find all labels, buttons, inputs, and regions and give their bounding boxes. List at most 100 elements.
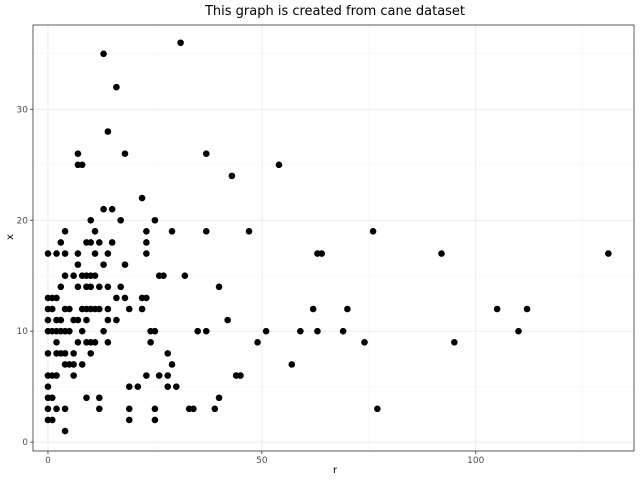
data-point (104, 283, 112, 291)
data-point (108, 239, 116, 246)
data-point (125, 405, 133, 413)
data-point (108, 205, 116, 213)
data-point (87, 350, 95, 357)
data-point (96, 239, 103, 246)
data-point (151, 416, 159, 424)
data-point (100, 261, 107, 268)
data-point (202, 327, 210, 335)
data-point (125, 305, 133, 313)
data-point (66, 305, 73, 313)
data-point (78, 361, 86, 368)
data-point (523, 305, 531, 313)
data-point (117, 283, 124, 291)
x-axis-label: r (333, 465, 338, 476)
data-point (125, 383, 133, 390)
data-point (96, 283, 103, 291)
data-point (57, 239, 65, 246)
data-point (168, 361, 176, 368)
data-point (74, 283, 82, 291)
data-point (211, 405, 219, 413)
y-tick-label: 30 (17, 105, 29, 115)
data-point (57, 316, 65, 324)
data-point (224, 316, 231, 324)
data-point (96, 405, 103, 413)
panel-border (32, 24, 635, 452)
data-point (61, 405, 69, 413)
data-point (493, 305, 501, 313)
data-point (44, 383, 52, 390)
data-point (215, 283, 223, 291)
data-point (91, 338, 99, 346)
data-point (70, 361, 77, 368)
data-point (121, 261, 129, 268)
data-point (48, 305, 56, 313)
data-point (134, 383, 142, 390)
data-point (254, 338, 261, 346)
data-point (117, 216, 124, 224)
data-point (160, 272, 167, 280)
data-point (83, 394, 90, 402)
x-tick-label: 50 (256, 456, 268, 466)
data-point (181, 272, 189, 280)
data-point (78, 327, 86, 335)
data-point (374, 405, 381, 413)
x-tick-label: 100 (467, 456, 484, 466)
data-point (125, 416, 133, 424)
data-point (113, 316, 120, 324)
data-point (143, 228, 150, 235)
data-point (113, 83, 120, 91)
data-point (318, 250, 326, 257)
grid-lines (33, 25, 634, 451)
data-point (168, 228, 176, 235)
data-point (138, 194, 146, 202)
data-point (151, 405, 159, 413)
data-point (44, 316, 52, 324)
data-point (104, 128, 112, 135)
data-point (91, 272, 99, 280)
data-point (147, 338, 154, 346)
data-point (44, 405, 52, 413)
data-point (74, 250, 82, 257)
data-point (48, 394, 56, 402)
data-point (151, 216, 159, 224)
data-point (215, 394, 223, 402)
x-tick-label: 0 (45, 456, 51, 466)
data-point (369, 228, 377, 235)
data-point (100, 205, 107, 213)
data-point (74, 316, 82, 324)
data-point (44, 250, 52, 257)
data-point (104, 250, 112, 257)
y-tick-label: 0 (22, 438, 28, 448)
data-point (87, 216, 95, 224)
data-point (309, 305, 317, 313)
data-point (70, 350, 77, 357)
y-axis-label: x (5, 234, 16, 240)
data-point (361, 338, 368, 346)
data-point (143, 372, 150, 379)
data-point (100, 327, 107, 335)
data-point (121, 294, 129, 302)
data-point (74, 261, 82, 268)
data-point (173, 383, 180, 390)
data-point (61, 250, 69, 257)
data-point (177, 39, 184, 47)
data-point (344, 305, 351, 313)
data-point (262, 327, 270, 335)
y-tick-label: 10 (17, 327, 29, 337)
y-tick-label: 20 (17, 216, 29, 226)
data-point (70, 272, 77, 280)
data-point (143, 250, 150, 257)
axis-ticks: 0 50 100 0 10 20 30 (17, 105, 485, 466)
data-point (53, 250, 60, 257)
data-point (237, 372, 244, 379)
data-point (143, 294, 150, 302)
data-point (164, 350, 172, 357)
data-point (53, 338, 60, 346)
data-point (451, 338, 458, 346)
data-point (96, 305, 103, 313)
data-point (53, 405, 60, 413)
data-point (202, 150, 210, 157)
